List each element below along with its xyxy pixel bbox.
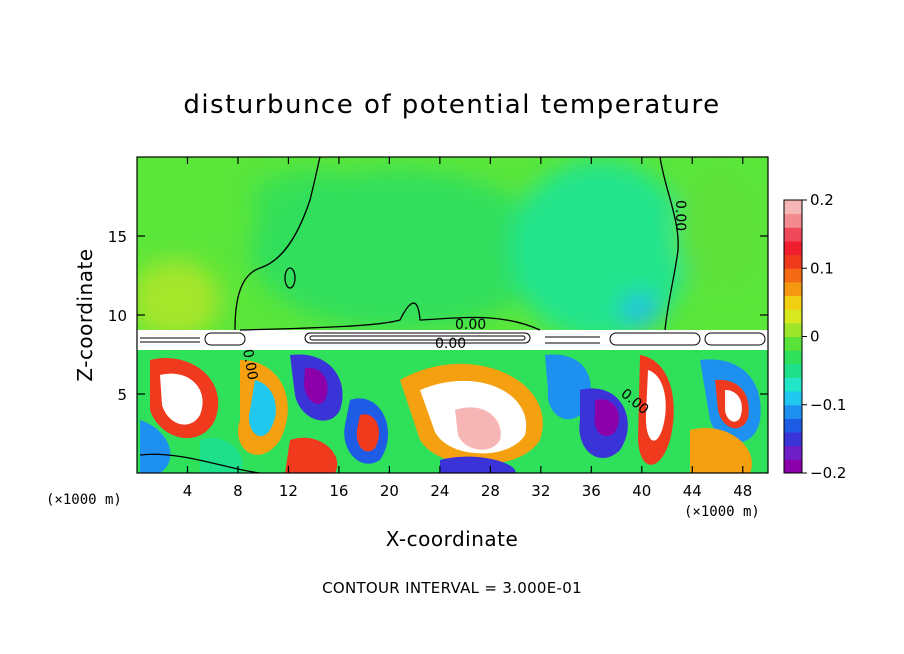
colorbar-segment <box>784 268 802 283</box>
field-patch <box>137 260 220 340</box>
colorbar-segment <box>784 295 802 310</box>
x-tick-label: 16 <box>329 482 348 500</box>
contour-line-zero <box>234 157 321 331</box>
x-tick-label: 4 <box>183 482 193 500</box>
x-tick-label: 44 <box>683 482 702 500</box>
field-band-contours <box>140 332 766 346</box>
x-tick-label: 8 <box>233 482 243 500</box>
colorbar-segment <box>784 213 802 228</box>
colorbar-segment <box>784 240 802 256</box>
x-axis-label: X-coordinate <box>386 527 519 551</box>
contour-closed <box>284 267 296 289</box>
x-unit-left: (×1000 m) <box>46 492 122 508</box>
colorbar-tick-label: 0.1 <box>810 259 834 277</box>
colorbar-segment <box>784 200 802 215</box>
x-tick-label: 36 <box>582 482 601 500</box>
x-tick-label: 20 <box>380 482 399 500</box>
colorbar-segment <box>784 336 802 351</box>
x-tick-label: 48 <box>733 482 752 500</box>
colorbar-segment <box>784 459 802 474</box>
x-tick-label: 28 <box>481 482 500 500</box>
y-axis-label: Z-coordinate <box>73 248 97 381</box>
colorbar-tick-label: 0 <box>810 328 820 346</box>
colorbar-ticks: 0.2 0.1 0 −0.1 −0.2 <box>802 191 846 482</box>
y-tick-label: 10 <box>108 307 127 325</box>
colorbar-segment <box>784 309 802 324</box>
colorbar-segment <box>784 445 802 460</box>
x-tick-label: 40 <box>632 482 651 500</box>
contour-line-zero <box>239 302 541 331</box>
contour-label: 0.00 <box>239 348 260 381</box>
colorbar-segment <box>784 432 802 447</box>
field-patch <box>510 160 690 340</box>
y-tick-label: 15 <box>108 228 127 246</box>
x-tick-label: 12 <box>279 482 298 500</box>
colorbar-segment <box>784 363 802 378</box>
heatmap-field <box>137 157 768 473</box>
colorbar-segment <box>784 350 802 365</box>
x-axis: 4 8 12 16 20 24 28 32 36 40 44 48 <box>183 157 752 500</box>
x-tick-label: 32 <box>531 482 550 500</box>
colorbar <box>783 199 803 474</box>
field-patch <box>622 296 658 324</box>
colorbar-segment <box>784 404 802 419</box>
colorbar-segment <box>784 377 802 392</box>
colorbar-segment <box>784 391 802 406</box>
contour-interval-note: CONTOUR INTERVAL = 3.000E-01 <box>322 579 582 597</box>
contour-line-zero <box>659 157 679 331</box>
colorbar-tick-label: −0.1 <box>810 396 846 414</box>
contour-line <box>139 453 261 473</box>
colorbar-segment <box>784 254 802 269</box>
field-patch <box>250 170 550 330</box>
contour-lines <box>139 157 679 473</box>
colorbar-segment <box>784 322 802 337</box>
colorbar-tick-label: −0.2 <box>810 464 846 482</box>
x-tick-label: 24 <box>430 482 449 500</box>
colorbar-segment <box>784 281 802 297</box>
chart-title: disturbunce of potential temperature <box>183 90 720 120</box>
colorbar-segment <box>784 227 802 242</box>
y-axis: 5 10 15 <box>108 228 768 404</box>
y-tick-label: 5 <box>117 386 127 404</box>
contour-label: 0.00 <box>455 317 486 333</box>
colorbar-tick-label: 0.2 <box>810 191 834 209</box>
field-upper-shading <box>137 160 765 340</box>
contour-label: 0.00 <box>672 200 688 231</box>
x-unit-right: (×1000 m) <box>684 504 760 520</box>
contour-label: 0.00 <box>435 336 466 352</box>
field-patch <box>675 170 765 290</box>
colorbar-segment <box>784 418 802 433</box>
field-lower-eddies <box>140 354 761 473</box>
